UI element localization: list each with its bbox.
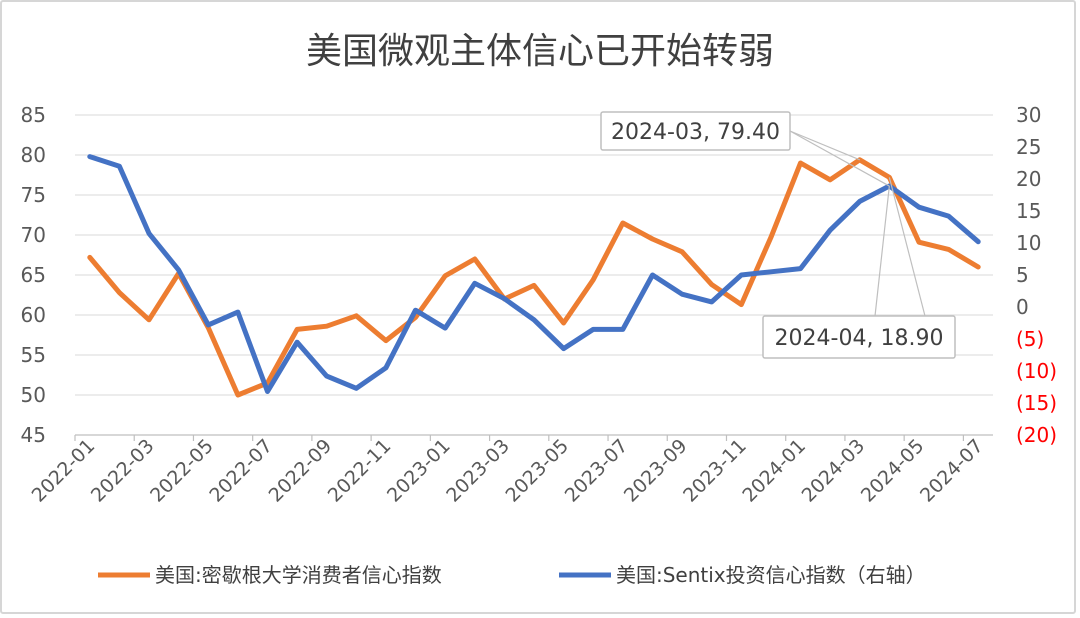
right-tick-label: (5) <box>1016 327 1044 351</box>
x-tick-label: 2024-07 <box>916 435 988 507</box>
legend-label-michigan: 美国:密歇根大学消费者信心指数 <box>155 563 442 587</box>
x-tick-label: 2023-11 <box>679 435 751 507</box>
series-line-sentix <box>87 154 981 394</box>
x-tick-label: 2024-01 <box>738 435 810 507</box>
callout-leader <box>874 185 890 317</box>
left-tick-label: 85 <box>21 103 46 127</box>
callout-leader <box>789 130 890 187</box>
x-tick-label: 2024-05 <box>857 435 929 507</box>
right-tick-label: (10) <box>1016 359 1057 383</box>
x-tick-label: 2023-07 <box>561 435 633 507</box>
left-tick-label: 60 <box>21 303 46 327</box>
right-tick-label: 0 <box>1016 295 1029 319</box>
x-tick-label: 2023-05 <box>501 435 573 507</box>
chart-title: 美国微观主体信心已开始转弱 <box>306 31 774 72</box>
callout-label: 2024-03, 79.40 <box>611 120 780 145</box>
left-tick-label: 45 <box>21 423 46 447</box>
left-tick-label: 80 <box>21 143 46 167</box>
callout-leader <box>789 130 860 161</box>
x-tick-label: 2022-05 <box>146 435 218 507</box>
x-tick-label: 2023-01 <box>383 435 455 507</box>
right-tick-label: 15 <box>1016 199 1041 223</box>
x-tick-label: 2023-09 <box>620 435 692 507</box>
legend: 美国:密歇根大学消费者信心指数 美国:Sentix投资信心指数（右轴） <box>98 563 926 587</box>
x-tick-label: 2024-03 <box>798 435 870 507</box>
right-axis: (20) (15) (10) (5) 0 5 10 15 20 25 30 <box>1016 103 1057 447</box>
right-tick-label: 10 <box>1016 231 1041 255</box>
series-lines <box>87 154 981 398</box>
right-tick-label: (20) <box>1016 423 1057 447</box>
callouts: 2024-03, 79.40 2024-04, 18.90 <box>600 111 956 359</box>
callout-label: 2024-04, 18.90 <box>775 326 944 351</box>
callout-leader <box>888 177 926 317</box>
left-tick-label: 75 <box>21 183 46 207</box>
x-tick-label: 2022-09 <box>265 435 337 507</box>
x-tick-label: 2022-07 <box>205 435 277 507</box>
left-tick-label: 55 <box>21 343 46 367</box>
left-tick-label: 65 <box>21 263 46 287</box>
callout-box <box>600 111 791 151</box>
right-tick-label: 20 <box>1016 167 1041 191</box>
x-tick-label: 2023-03 <box>442 435 514 507</box>
legend-label-sentix: 美国:Sentix投资信心指数（右轴） <box>616 563 926 587</box>
x-tick-label: 2022-03 <box>87 435 159 507</box>
left-axis: 45 50 55 60 65 70 75 80 85 <box>21 103 46 447</box>
right-tick-label: 30 <box>1016 103 1041 127</box>
callout-box <box>762 315 956 359</box>
series-line-michigan <box>87 157 981 398</box>
right-tick-label: (15) <box>1016 391 1057 415</box>
left-tick-label: 70 <box>21 223 46 247</box>
right-tick-label: 5 <box>1016 263 1029 287</box>
x-tick-label: 2022-11 <box>324 435 396 507</box>
left-tick-label: 50 <box>21 383 46 407</box>
right-tick-label: 25 <box>1016 135 1041 159</box>
x-axis: 2022-012022-032022-052022-072022-092022-… <box>28 434 993 507</box>
